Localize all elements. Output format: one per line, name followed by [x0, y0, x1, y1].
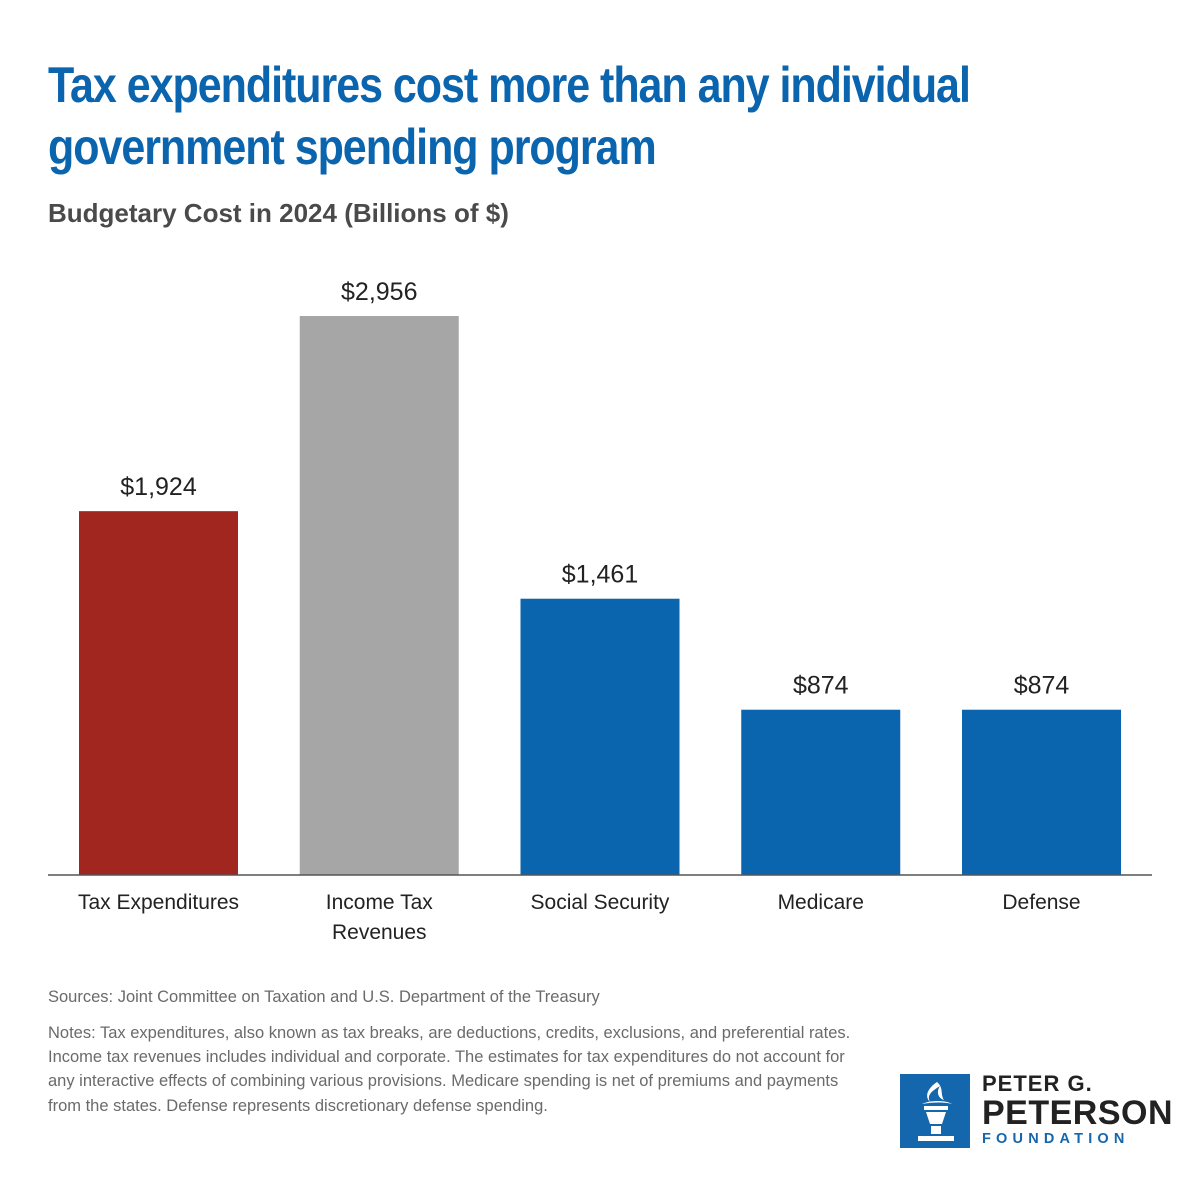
logo-line-2: PETERSON — [982, 1094, 1174, 1132]
bar-chart: $1,924 Tax Expenditures $2,956 Income Tax Re… — [48, 278, 1152, 944]
bar-4 — [962, 709, 1121, 875]
logo-line-1: PETER G. — [982, 1071, 1093, 1096]
bar-2 — [520, 598, 680, 875]
chart-subtitle: Budgetary Cost in 2024 (Billions of $) — [48, 198, 509, 228]
bar-3 — [741, 709, 901, 875]
page-title: Tax expenditures cost more than any indi… — [48, 57, 971, 175]
sources-text: Sources: Joint Committee on Taxation and… — [48, 988, 600, 1006]
value-label-2: $1,461 — [562, 561, 638, 589]
value-label-0: $1,924 — [120, 473, 197, 501]
category-label-0: Tax Expenditures — [78, 891, 239, 914]
notes-text: Notes: Tax expenditures, also known as t… — [48, 1024, 851, 1115]
value-label-4: $874 — [1014, 672, 1070, 700]
value-label-1: $2,956 — [341, 278, 417, 306]
category-label-2: Social Security — [531, 891, 670, 914]
torch-icon — [900, 1074, 970, 1148]
value-label-3: $874 — [793, 672, 849, 700]
bar-0 — [79, 511, 238, 875]
bar-1 — [299, 316, 459, 875]
category-label-3: Medicare — [778, 891, 864, 914]
logo-line-3: FOUNDATION — [982, 1131, 1130, 1147]
peterson-foundation-logo: PETER G. PETERSON FOUNDATION — [900, 1072, 1173, 1148]
category-label-1: Income Tax Revenues — [326, 891, 433, 944]
category-label-4: Defense — [1002, 891, 1080, 914]
